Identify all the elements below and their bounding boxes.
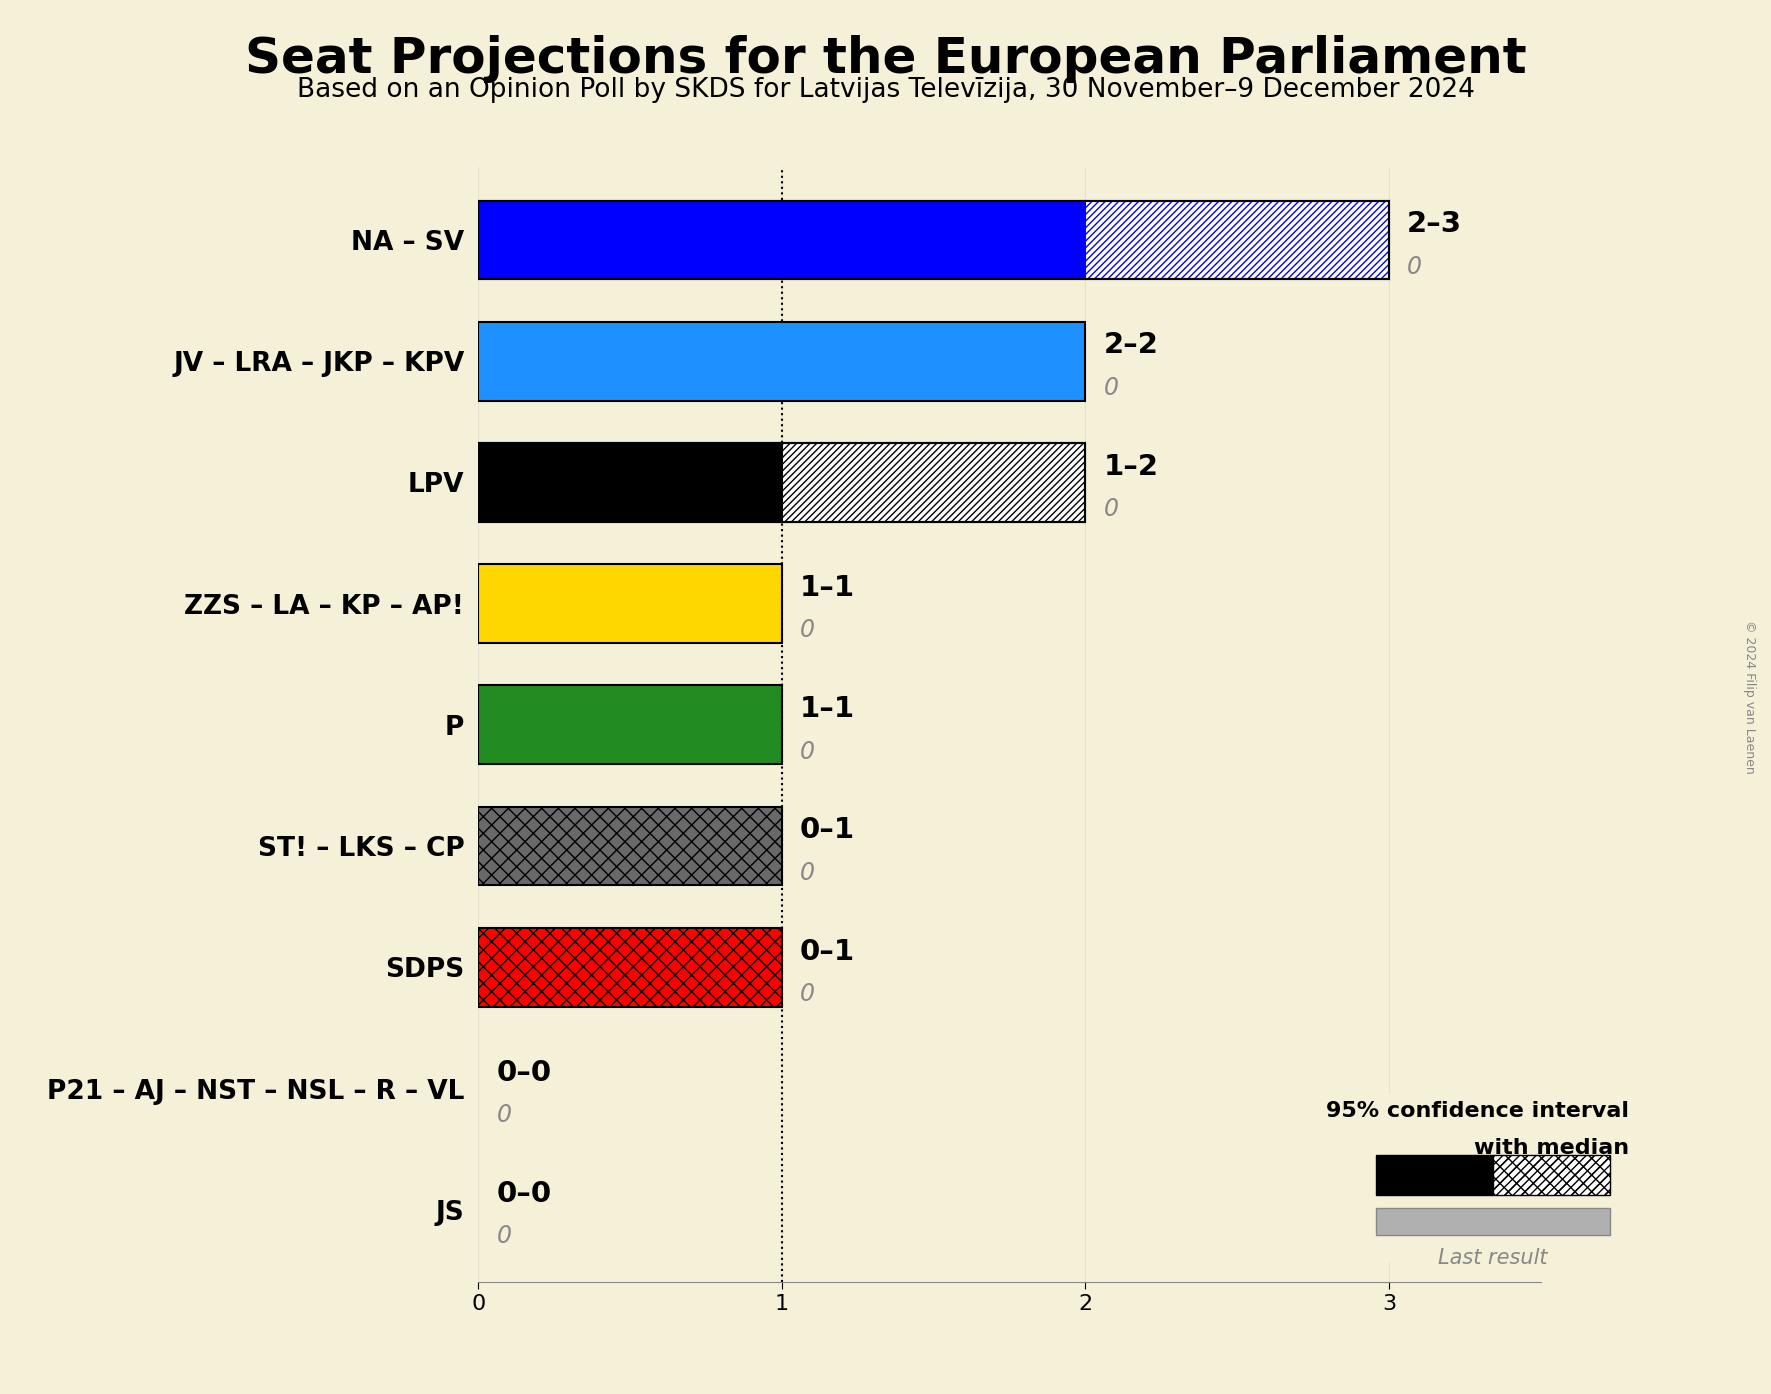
Text: 2–3: 2–3 <box>1408 210 1463 238</box>
Bar <box>478 201 1388 279</box>
Bar <box>1086 201 1388 279</box>
Text: 1–1: 1–1 <box>800 696 855 723</box>
Text: Based on an Opinion Poll by SKDS for Latvijas Televīzija, 30 November–9 December: Based on an Opinion Poll by SKDS for Lat… <box>296 77 1475 103</box>
Text: © 2024 Filip van Laenen: © 2024 Filip van Laenen <box>1743 620 1757 774</box>
Text: 1–2: 1–2 <box>1103 453 1158 481</box>
Text: Seat Projections for the European Parliament: Seat Projections for the European Parlia… <box>244 35 1527 82</box>
Text: 0: 0 <box>496 1103 512 1128</box>
Text: with median: with median <box>1473 1138 1629 1158</box>
Text: 0–1: 0–1 <box>800 817 855 845</box>
Text: 0: 0 <box>800 860 815 885</box>
Bar <box>478 201 1086 279</box>
Bar <box>1376 1209 1610 1235</box>
Text: 0–0: 0–0 <box>496 1059 551 1087</box>
Text: 0: 0 <box>800 981 815 1006</box>
Text: 95% confidence interval: 95% confidence interval <box>1326 1101 1629 1121</box>
Bar <box>478 807 781 885</box>
Bar <box>478 565 781 643</box>
Text: Last result: Last result <box>1438 1248 1548 1269</box>
Bar <box>1493 1154 1610 1195</box>
Bar <box>478 928 781 1006</box>
Bar <box>478 443 781 521</box>
Text: 2–2: 2–2 <box>1103 332 1158 360</box>
Bar <box>781 443 1086 521</box>
Text: 0: 0 <box>800 740 815 764</box>
Text: 0–1: 0–1 <box>800 938 855 966</box>
Bar <box>1376 1154 1493 1195</box>
Text: 0–0: 0–0 <box>496 1179 551 1209</box>
Bar <box>1493 1154 1610 1195</box>
Bar <box>478 322 1086 400</box>
Text: 0: 0 <box>496 1224 512 1249</box>
Text: 0: 0 <box>1103 376 1119 400</box>
Bar <box>478 443 1086 521</box>
Text: 0: 0 <box>1103 498 1119 521</box>
Text: 0: 0 <box>800 619 815 643</box>
Text: 1–1: 1–1 <box>800 574 855 602</box>
Bar <box>478 686 781 764</box>
Text: 0: 0 <box>1408 255 1422 279</box>
